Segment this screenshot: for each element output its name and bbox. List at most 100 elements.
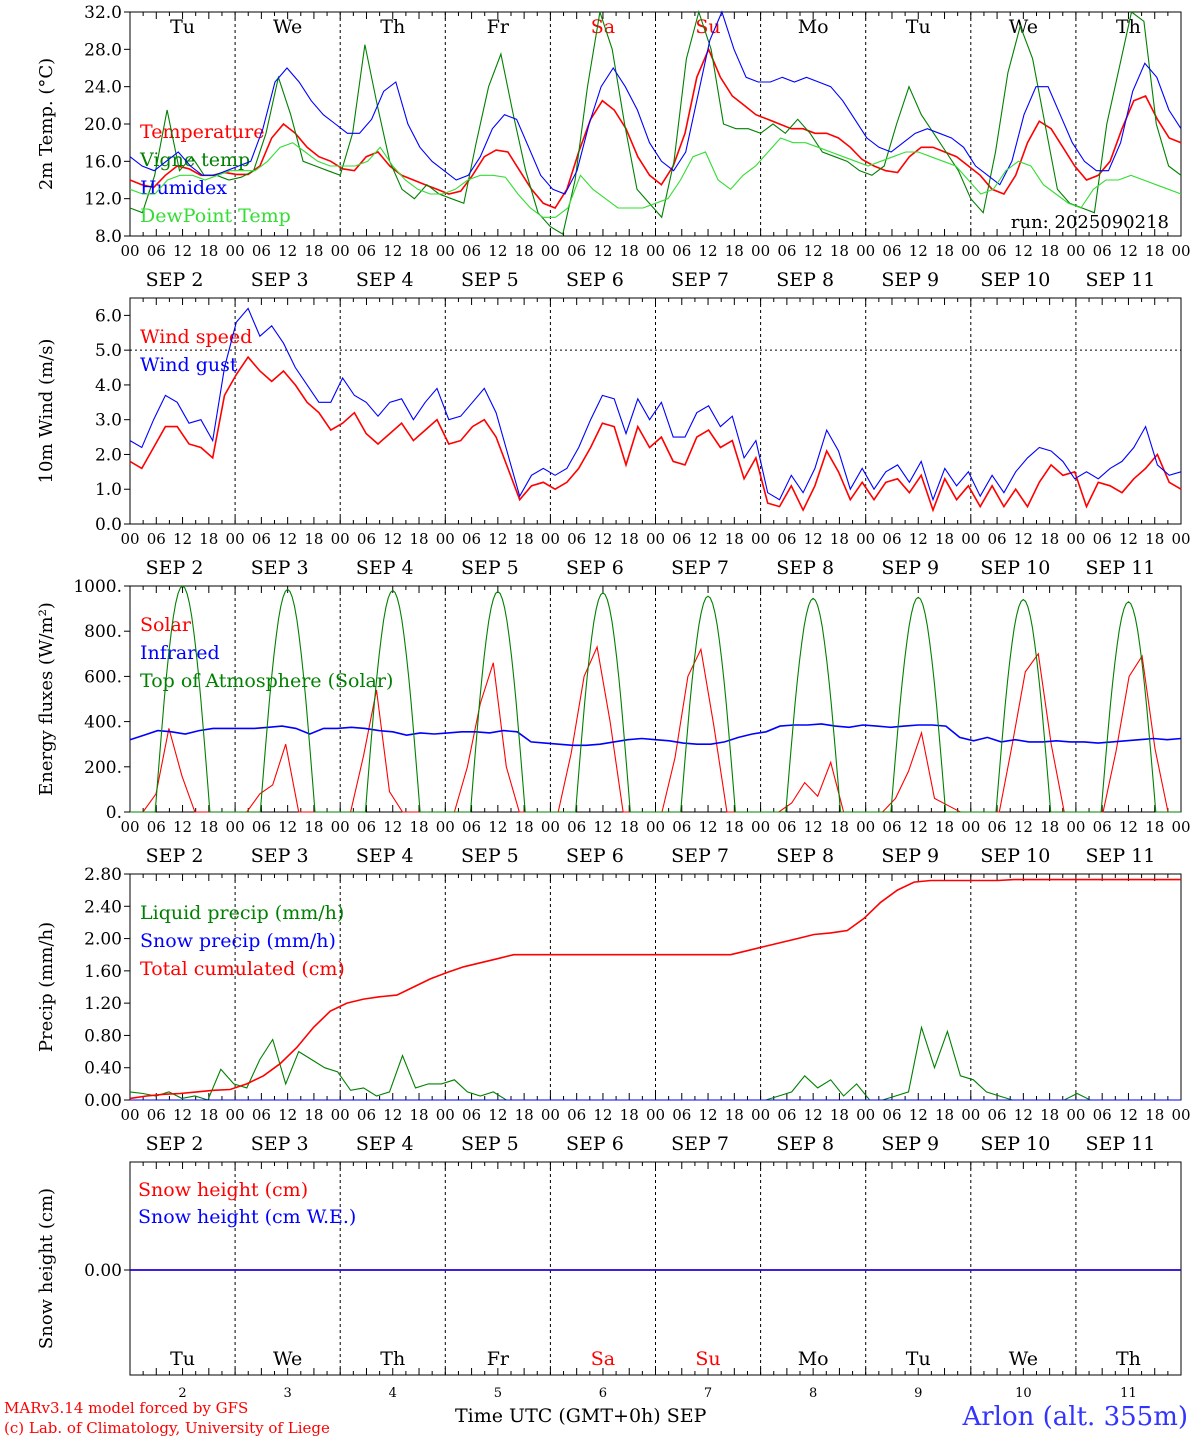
energy-date-label: SEP 6	[566, 845, 624, 867]
lab-credit: (c) Lab. of Climatology, University of L…	[4, 1419, 330, 1437]
temperature-hour-label: 18	[304, 242, 323, 260]
precip-hour-label: 00	[1066, 1106, 1085, 1124]
snow-weekday-label: Fr	[487, 1348, 510, 1370]
temperature-hour-label: 00	[856, 242, 875, 260]
snow-weekday-label: Th	[1116, 1348, 1141, 1370]
precip-y-tick-label: 1.60	[84, 962, 122, 982]
temperature-hour-label: 06	[1093, 242, 1112, 260]
wind-hour-label: 06	[147, 530, 166, 548]
wind-hour-label: 12	[593, 530, 612, 548]
energy-hour-label: 18	[725, 818, 744, 836]
wind-hour-label: 00	[120, 530, 139, 548]
wind-hour-label: 18	[199, 530, 218, 548]
wind-hour-label: 18	[830, 530, 849, 548]
precip-hour-label: 18	[935, 1106, 954, 1124]
wind-legend-entry: Wind speed	[140, 326, 252, 348]
wind-hour-label: 06	[672, 530, 691, 548]
precip-hour-label: 00	[1171, 1106, 1190, 1124]
precip-hour-label: 12	[699, 1106, 718, 1124]
energy-hour-label: 06	[357, 818, 376, 836]
energy-y-tick-label: 200.	[84, 758, 122, 778]
precip-hour-label: 06	[1093, 1106, 1112, 1124]
precip-hour-label: 06	[882, 1106, 901, 1124]
temperature-date-label: SEP 10	[980, 269, 1050, 291]
wind-y-tick-label: 3.0	[95, 411, 122, 431]
precip-y-tick-label: 1.20	[84, 994, 122, 1014]
energy-date-label: SEP 9	[881, 845, 939, 867]
precip-y-tick-label: 0.40	[84, 1059, 122, 1079]
temperature-hour-label: 12	[488, 242, 507, 260]
energy-hour-label: 12	[593, 818, 612, 836]
precip-hour-label: 18	[1145, 1106, 1164, 1124]
precip-hour-label: 18	[409, 1106, 428, 1124]
wind-hour-label: 06	[988, 530, 1007, 548]
energy-date-label: SEP 5	[461, 845, 519, 867]
precip-date-label: SEP 4	[356, 1133, 414, 1155]
precip-hour-label: 12	[1119, 1106, 1138, 1124]
energy-hour-label: 18	[620, 818, 639, 836]
temperature-hour-label: 00	[646, 242, 665, 260]
wind-date-label: SEP 10	[980, 557, 1050, 579]
model-credit: MARv3.14 model forced by GFS	[4, 1399, 249, 1417]
energy-hour-label: 12	[699, 818, 718, 836]
wind-date-label: SEP 4	[356, 557, 414, 579]
energy-hour-label: 12	[383, 818, 402, 836]
wind-hour-label: 18	[1145, 530, 1164, 548]
precip-hour-label: 12	[909, 1106, 928, 1124]
temperature-hour-label: 06	[882, 242, 901, 260]
wind-series-line	[129, 355, 1182, 513]
precip-hour-label: 18	[830, 1106, 849, 1124]
precip-hour-label: 12	[593, 1106, 612, 1124]
energy-date-label: SEP 11	[1086, 845, 1156, 867]
temperature-hour-label: 18	[725, 242, 744, 260]
temperature-hour-label: 18	[515, 242, 534, 260]
wind-hour-label: 06	[567, 530, 586, 548]
wind-y-tick-label: 5.0	[95, 341, 122, 361]
energy-hour-label: 00	[1171, 818, 1190, 836]
precip-hour-label: 00	[961, 1106, 980, 1124]
wind-hour-label: 18	[409, 530, 428, 548]
temperature-hour-label: 00	[120, 242, 139, 260]
precip-date-label: SEP 3	[251, 1133, 309, 1155]
snow-legend-entry: Snow height (cm W.E.)	[138, 1206, 356, 1228]
energy-hour-label: 06	[462, 818, 481, 836]
temperature-hour-label: 00	[541, 242, 560, 260]
snow-day-number: 3	[284, 1386, 292, 1401]
wind-hour-label: 12	[383, 530, 402, 548]
wind-hour-label: 00	[436, 530, 455, 548]
energy-hour-label: 12	[804, 818, 823, 836]
precip-hour-label: 12	[804, 1106, 823, 1124]
temperature-weekday-label: We	[1009, 16, 1038, 38]
snow-weekday-label: We	[1009, 1348, 1038, 1370]
temperature-date-label: SEP 2	[146, 269, 204, 291]
precip-hour-label: 00	[751, 1106, 770, 1124]
precip-y-axis-label: Precip (mm/h)	[36, 922, 57, 1052]
energy-hour-label: 00	[961, 818, 980, 836]
temperature-date-label: SEP 8	[776, 269, 834, 291]
wind-hour-label: 18	[515, 530, 534, 548]
precip-hour-label: 00	[646, 1106, 665, 1124]
energy-y-axis-label: Energy fluxes (W/m²)	[36, 602, 57, 796]
temperature-weekday-label: Tu	[906, 16, 931, 38]
snow-y-tick-label: 0.00	[84, 1261, 122, 1281]
temperature-date-label: SEP 7	[671, 269, 729, 291]
energy-date-label: SEP 10	[980, 845, 1050, 867]
wind-hour-label: 12	[488, 530, 507, 548]
precip-y-tick-label: 2.40	[84, 897, 122, 917]
precip-hour-label: 06	[777, 1106, 796, 1124]
wind-hour-label: 12	[173, 530, 192, 548]
energy-hour-label: 12	[909, 818, 928, 836]
temperature-hour-label: 18	[935, 242, 954, 260]
temperature-hour-label: 06	[672, 242, 691, 260]
wind-y-axis-label: 10m Wind (m/s)	[36, 339, 57, 484]
temperature-legend-entry: Vigne temp	[139, 149, 250, 171]
energy-legend-entry: Infrared	[140, 642, 220, 664]
wind-y-tick-label: 1.0	[95, 480, 122, 500]
wind-hour-label: 12	[699, 530, 718, 548]
energy-hour-label: 00	[751, 818, 770, 836]
energy-hour-label: 18	[1145, 818, 1164, 836]
energy-hour-label: 00	[541, 818, 560, 836]
temperature-hour-label: 12	[909, 242, 928, 260]
precip-hour-label: 18	[725, 1106, 744, 1124]
energy-hour-label: 12	[173, 818, 192, 836]
